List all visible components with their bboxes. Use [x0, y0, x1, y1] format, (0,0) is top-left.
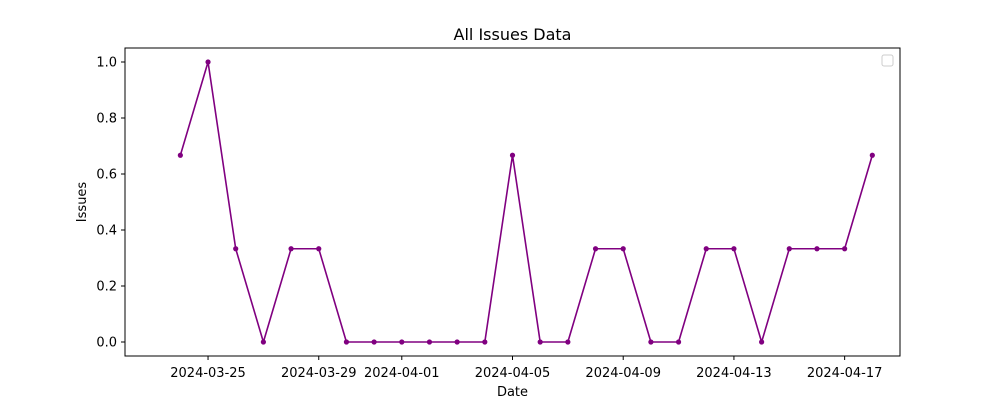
data-point — [648, 339, 654, 345]
y-tick-label: 0.8 — [96, 112, 117, 127]
data-point — [842, 246, 848, 252]
data-point — [675, 339, 682, 345]
x-tick-label: 2024-04-13 — [696, 366, 772, 381]
data-point — [537, 339, 543, 345]
y-tick-label: 0.2 — [96, 280, 117, 295]
data-point — [786, 246, 792, 252]
data-point — [759, 339, 765, 345]
data-point — [731, 246, 737, 252]
data-point — [482, 339, 488, 345]
data-point — [509, 152, 516, 158]
data-point — [316, 246, 322, 252]
y-tick-label: 0.6 — [96, 168, 117, 183]
y-axis-ticks: 0.0 0.2 0.4 0.6 0.8 1.0 — [96, 56, 125, 351]
data-point — [565, 339, 571, 345]
plot-frame — [124, 47, 901, 357]
data-point — [288, 246, 294, 252]
data-point — [620, 246, 626, 252]
data-point — [454, 339, 460, 345]
x-axis-label: Date — [497, 385, 528, 400]
data-point — [399, 339, 405, 345]
y-axis-label: Issues — [75, 182, 90, 223]
data-point — [869, 152, 875, 158]
series-layer — [177, 59, 875, 345]
data-point — [177, 152, 183, 158]
x-tick-label: 2024-03-29 — [281, 366, 357, 381]
x-tick-label: 2024-04-17 — [807, 366, 883, 381]
chart-title: All Issues Data — [454, 25, 572, 44]
x-tick-label: 2024-04-05 — [475, 366, 551, 381]
data-point — [426, 339, 433, 345]
x-tick-label: 2024-04-01 — [364, 366, 440, 381]
data-point — [592, 246, 599, 252]
series-line — [179, 61, 874, 343]
x-axis-ticks: 2024-03-25 2024-03-29 2024-04-01 2024-04-05… — [170, 356, 882, 381]
x-tick-label: 2024-03-25 — [170, 366, 246, 381]
data-point — [260, 339, 266, 345]
y-tick-label: 0.0 — [96, 336, 117, 351]
data-point — [814, 246, 820, 252]
y-tick-label: 1.0 — [96, 56, 117, 71]
y-tick-label: 0.4 — [96, 224, 117, 239]
data-point — [703, 246, 709, 252]
legend-box — [881, 54, 894, 67]
data-point — [205, 59, 211, 65]
data-point — [343, 339, 350, 345]
data-point — [233, 246, 239, 252]
data-point — [371, 339, 377, 345]
x-tick-label: 2024-04-09 — [585, 366, 661, 381]
